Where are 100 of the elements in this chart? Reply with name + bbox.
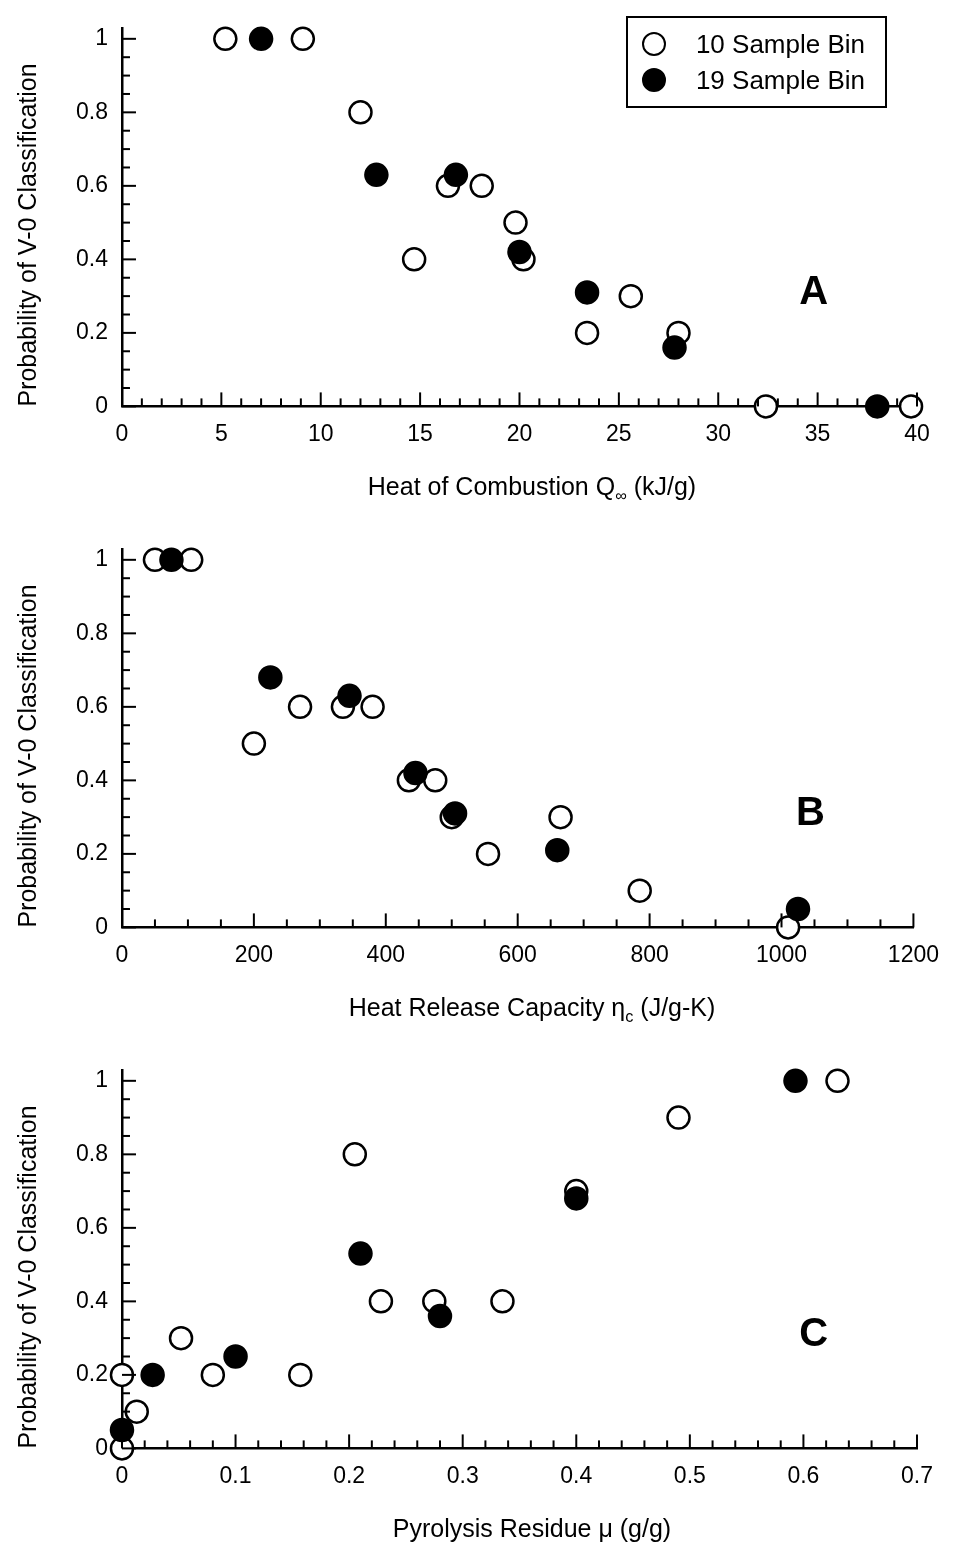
y-tick-label: 0.6 — [75, 1213, 108, 1240]
point — [662, 335, 687, 360]
point — [348, 100, 373, 125]
x-tick-label: 200 — [234, 940, 274, 967]
x-tick-label: 0.7 — [901, 1461, 933, 1488]
x-tick-label: 0.3 — [446, 1461, 479, 1488]
point — [443, 162, 469, 188]
x-tick-label: 15 — [407, 419, 433, 446]
point — [545, 837, 570, 863]
y-tick-label: 0 — [95, 1433, 108, 1460]
point — [503, 210, 528, 235]
y-tick-label: 1 — [95, 545, 108, 572]
x-tick-label: 30 — [705, 419, 732, 446]
point — [825, 1068, 850, 1094]
point — [200, 1362, 226, 1388]
x-tick-label: 35 — [804, 419, 831, 446]
point — [753, 394, 779, 419]
x-tick-label: 20 — [506, 419, 533, 446]
y-axis-title: Probability of V-0 Classification — [12, 583, 42, 930]
point — [548, 804, 573, 830]
y-tick-label: 0 — [95, 912, 108, 939]
y-tick-label: 1 — [95, 1066, 108, 1093]
legend-label: 10 Sample Bin — [695, 27, 865, 61]
point — [469, 173, 494, 199]
x-tick-label: 25 — [606, 419, 632, 446]
point — [288, 1362, 313, 1388]
annotation: A — [799, 267, 829, 312]
y-tick-label: 0.6 — [75, 171, 108, 198]
point — [109, 1417, 135, 1443]
point — [403, 760, 428, 786]
y-tick-label: 0 — [95, 391, 108, 418]
point — [342, 1142, 368, 1167]
x-tick-label: 40 — [904, 419, 930, 446]
point — [423, 768, 448, 793]
y-tick-label: 0.6 — [75, 692, 108, 719]
point — [574, 320, 600, 346]
annotation: B — [796, 788, 825, 833]
point — [360, 694, 385, 720]
x-tick-label: 0 — [115, 1461, 129, 1488]
x-tick-label: 0 — [115, 419, 129, 446]
x-tick-label: 0 — [115, 940, 129, 967]
point — [168, 1325, 194, 1351]
legend-label: 19 Sample Bin — [695, 63, 865, 97]
point — [574, 280, 600, 305]
point — [159, 547, 184, 573]
x-axis-title: Heat of Combustion Q$_{∞}$ (kJ/g) — [366, 472, 698, 505]
point — [427, 1303, 453, 1329]
y-tick-label: 0.8 — [75, 618, 108, 645]
x-axis-title: Heat Release Capacity η$_{c}$ (J/g-K) — [347, 993, 717, 1026]
point — [124, 1399, 149, 1424]
x-tick-label: 800 — [630, 940, 669, 967]
x-tick-label: 600 — [498, 940, 537, 967]
point — [785, 896, 811, 922]
y-tick-label: 0.8 — [75, 1139, 108, 1166]
y-tick-label: 0.4 — [75, 244, 109, 271]
point — [507, 239, 532, 265]
x-axis-title: Pyrolysis Residue μ (g/g) — [391, 1514, 673, 1543]
y-tick-label: 0.4 — [75, 765, 109, 792]
x-tick-label: 0.5 — [673, 1461, 706, 1488]
annotation: C — [799, 1309, 829, 1354]
point — [627, 878, 652, 903]
x-tick-label: 0.1 — [219, 1461, 252, 1488]
point — [290, 26, 316, 52]
y-tick-label: 1 — [95, 24, 108, 51]
point — [223, 1344, 248, 1369]
y-axis-title: Probability of V-0 Classification — [12, 62, 42, 409]
point — [213, 26, 238, 52]
y-tick-label: 0.2 — [75, 1360, 108, 1387]
x-tick-label: 5 — [214, 419, 228, 446]
y-tick-label: 0.4 — [75, 1286, 109, 1313]
x-tick-label: 1000 — [755, 940, 808, 967]
point — [775, 915, 801, 940]
point — [564, 1186, 589, 1211]
x-tick-label: 0.4 — [560, 1461, 593, 1488]
point — [865, 394, 890, 419]
point — [618, 283, 644, 309]
point — [241, 731, 267, 756]
point — [348, 1241, 373, 1266]
point — [783, 1068, 808, 1094]
point — [401, 247, 427, 272]
point — [666, 1105, 691, 1130]
point — [490, 1289, 515, 1314]
x-tick-label: 0.2 — [333, 1461, 366, 1488]
point — [258, 665, 283, 690]
point — [475, 841, 501, 867]
point — [287, 694, 313, 720]
point — [248, 26, 274, 52]
x-tick-label: 0.6 — [787, 1461, 820, 1488]
point — [368, 1289, 394, 1314]
y-tick-label: 0.8 — [75, 97, 108, 124]
y-axis-title: Probability of V-0 Classification — [12, 1104, 42, 1451]
x-tick-label: 10 — [307, 419, 334, 446]
point — [364, 162, 389, 188]
x-tick-label: 1200 — [887, 940, 939, 967]
y-tick-label: 0.2 — [75, 318, 108, 345]
point — [178, 547, 204, 573]
point — [337, 683, 362, 709]
y-tick-label: 0.2 — [75, 839, 108, 866]
point — [109, 1362, 135, 1388]
point — [140, 1362, 165, 1388]
